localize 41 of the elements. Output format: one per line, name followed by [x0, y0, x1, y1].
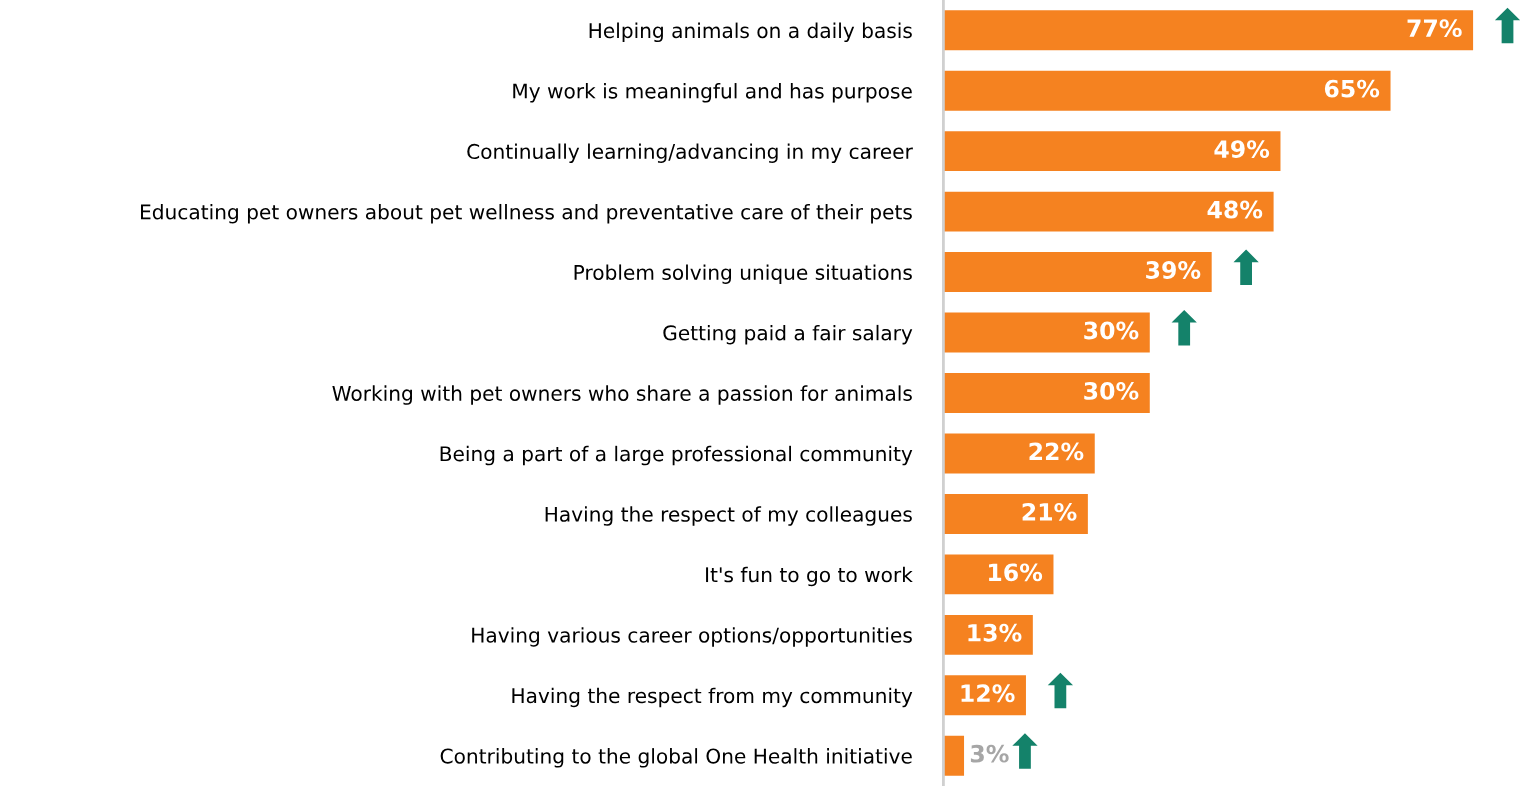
y-tick-label: Being a part of a large professional community	[440, 445, 913, 466]
bar	[943, 373, 1150, 413]
data-label: 16%	[989, 563, 1043, 582]
data-label: 12%	[961, 684, 1015, 703]
y-tick-label: Helping animals on a daily basis	[589, 22, 912, 43]
data-label: 48%	[1207, 200, 1263, 219]
annotation: ⬆	[1233, 249, 1259, 286]
y-tick-label: Educating pet owners about pet wellness and preventative care of their pets	[141, 203, 912, 224]
y-tick-label: Working with pet owners who share a passion for animals	[332, 385, 912, 405]
y-tick-label: Having various career options/opportunities	[472, 627, 912, 647]
data-label: 13%	[968, 623, 1022, 642]
y-tick-label: Getting paid a fair salary	[663, 324, 913, 345]
bar	[943, 312, 1150, 353]
data-label: 39%	[1146, 261, 1201, 279]
y-tick-label: Continually learning/advancing in my career	[467, 143, 913, 163]
data-label: 77%	[1407, 19, 1462, 38]
data-label: 3%	[970, 744, 1009, 763]
annotation: ⬆	[1494, 7, 1521, 44]
y-tick-label: Contributing to the global One Health initiative	[440, 748, 912, 768]
data-label: 22%	[1029, 442, 1084, 461]
bar	[943, 10, 1474, 51]
bar	[943, 493, 1088, 534]
annotation: ⬆	[1171, 309, 1197, 346]
data-label: 65%	[1324, 79, 1380, 98]
data-label: 49%	[1214, 140, 1270, 158]
data-label: 30%	[1084, 321, 1139, 340]
bar	[943, 433, 1095, 474]
bar	[943, 191, 1274, 232]
bar	[943, 252, 1212, 293]
bar	[943, 70, 1391, 111]
data-label: 21%	[1022, 502, 1077, 521]
y-tick-label: My work is meaningful and has purpose	[513, 83, 912, 103]
annotation: ⬆	[1012, 733, 1038, 769]
y-tick-label: Having the respect from my community	[512, 687, 913, 708]
data-label: 30%	[1084, 381, 1139, 400]
annotation: ⬆	[1047, 672, 1074, 709]
y-tick-label: It's fun to go to work	[706, 566, 913, 587]
bar	[943, 131, 1281, 172]
y-tick-label: Having the respect of my colleagues	[545, 506, 912, 526]
y-tick-label: Problem solving unique situations	[574, 264, 912, 284]
bar	[943, 735, 965, 776]
